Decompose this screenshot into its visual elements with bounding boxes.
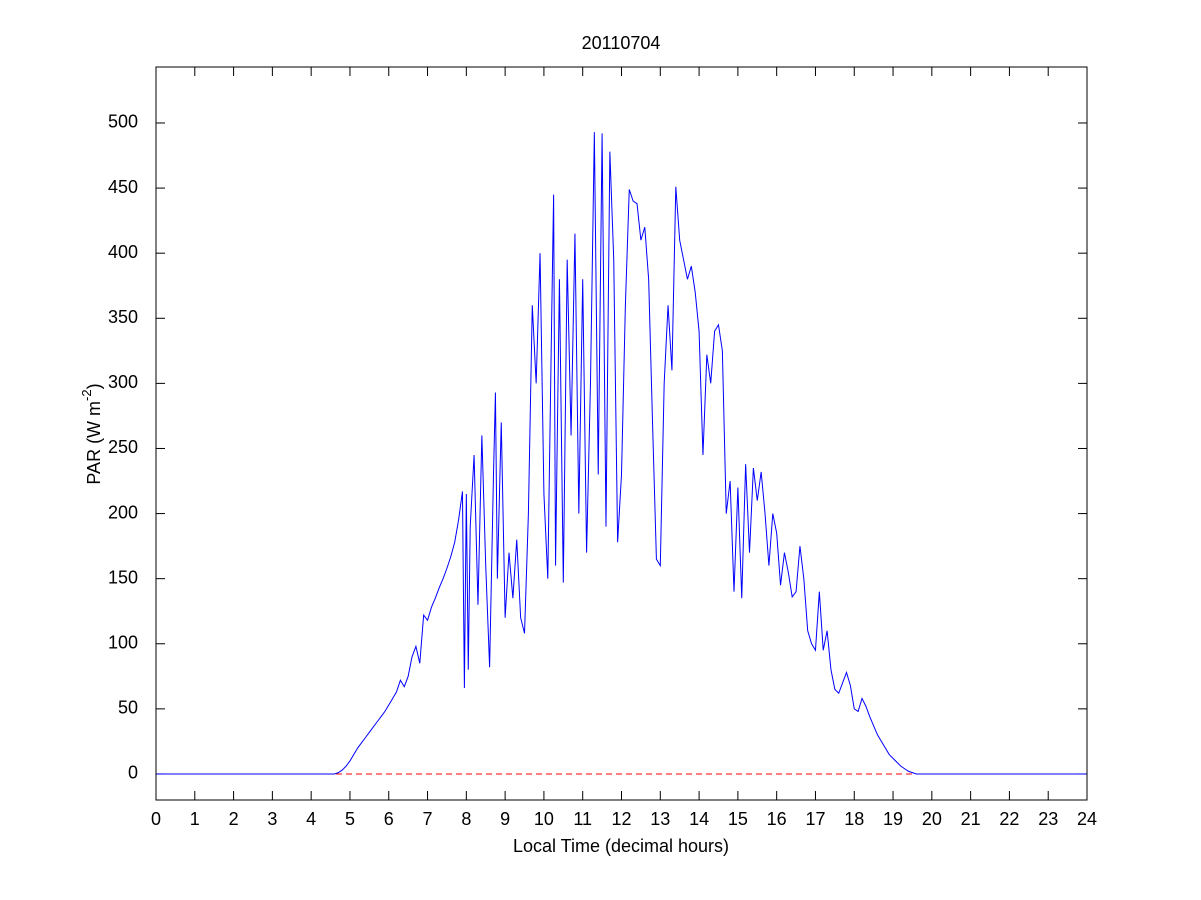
x-tick-label: 2 (229, 809, 239, 829)
x-tick-label: 13 (650, 809, 670, 829)
y-tick-label: 500 (108, 112, 138, 132)
y-tick-label: 150 (108, 567, 138, 587)
x-tick-label: 1 (190, 809, 200, 829)
x-axis-label: Local Time (decimal hours) (513, 836, 729, 856)
y-tick-label: 350 (108, 307, 138, 327)
y-label-sup: -2 (79, 389, 94, 401)
x-tick-label: 7 (423, 809, 433, 829)
x-tick-label: 5 (345, 809, 355, 829)
y-label-main: PAR (W m (84, 401, 104, 485)
x-tick-label: 22 (999, 809, 1019, 829)
plot-frame (155, 66, 1088, 801)
y-tick-label: 50 (118, 698, 138, 718)
y-tick-label: 250 (108, 437, 138, 457)
y-tick-label: 200 (108, 502, 138, 522)
x-tick-label: 20 (922, 809, 942, 829)
x-tick-label: 23 (1038, 809, 1058, 829)
x-tick-label: 18 (844, 809, 864, 829)
x-tick-label: 3 (267, 809, 277, 829)
x-tick-label: 6 (384, 809, 394, 829)
x-tick-label: 17 (805, 809, 825, 829)
y-tick-label: 0 (128, 763, 138, 783)
y-tick-label: 100 (108, 633, 138, 653)
x-tick-label: 21 (961, 809, 981, 829)
x-tick-label: 16 (767, 809, 787, 829)
x-tick-label: 4 (306, 809, 316, 829)
x-tick-label: 14 (689, 809, 709, 829)
x-tick-label: 8 (461, 809, 471, 829)
data-line (156, 132, 1087, 775)
y-tick-label: 300 (108, 372, 138, 392)
x-tick-label: 11 (573, 809, 592, 829)
x-tick-label: 19 (883, 809, 903, 829)
y-label-end: ) (84, 383, 104, 389)
x-tick-label: 12 (611, 809, 631, 829)
x-tick-label: 15 (728, 809, 748, 829)
x-tick-label: 10 (534, 809, 554, 829)
x-tick-label: 24 (1077, 809, 1097, 829)
y-tick-label: 450 (108, 177, 138, 197)
x-tick-label: 9 (500, 809, 510, 829)
y-tick-label: 400 (108, 242, 138, 262)
chart-title: 20110704 (582, 33, 661, 53)
x-tick-label: 0 (151, 809, 161, 829)
y-axis-label: PAR (W m-2) (79, 383, 103, 484)
